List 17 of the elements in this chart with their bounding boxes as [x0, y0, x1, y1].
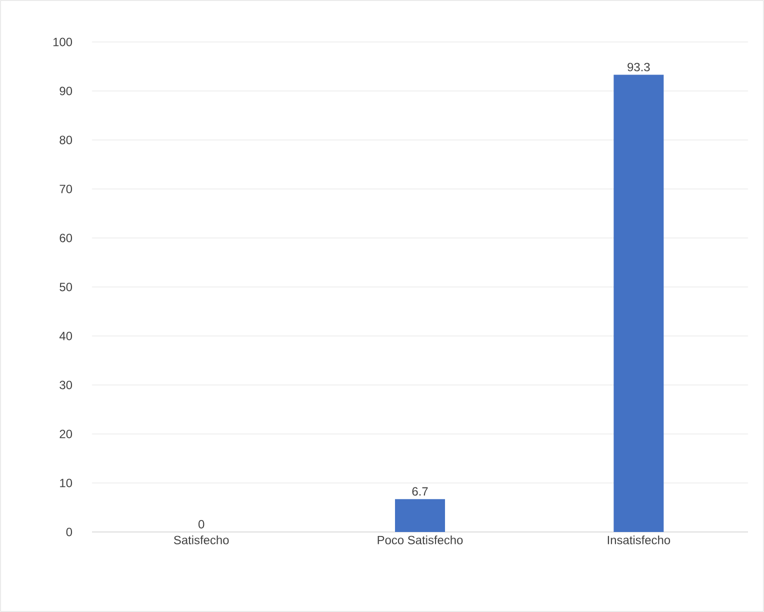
x-tick-label: Satisfecho [174, 536, 229, 544]
y-tick-label: 40 [59, 332, 72, 340]
y-tick-label: 60 [60, 234, 72, 242]
y-tick-label: 100 [53, 38, 72, 46]
y-tick-label: 80 [60, 136, 72, 144]
y-tick-label: 0 [66, 528, 72, 536]
x-tick-label: Poco Satisfecho [378, 536, 463, 544]
x-tick-label: Insatisfecho [608, 536, 670, 544]
data-label: 93.3 [628, 62, 650, 72]
data-label: 0 [198, 520, 204, 528]
y-tick-label: 90 [60, 86, 72, 96]
y-tick-label: 30 [60, 380, 72, 390]
data-label: 6.7 [412, 487, 428, 496]
y-tick-label: 10 [60, 478, 72, 488]
y-tick-label: 50 [60, 282, 72, 292]
y-tick-label: 70 [60, 184, 72, 194]
y-tick-label: 20 [60, 430, 72, 438]
